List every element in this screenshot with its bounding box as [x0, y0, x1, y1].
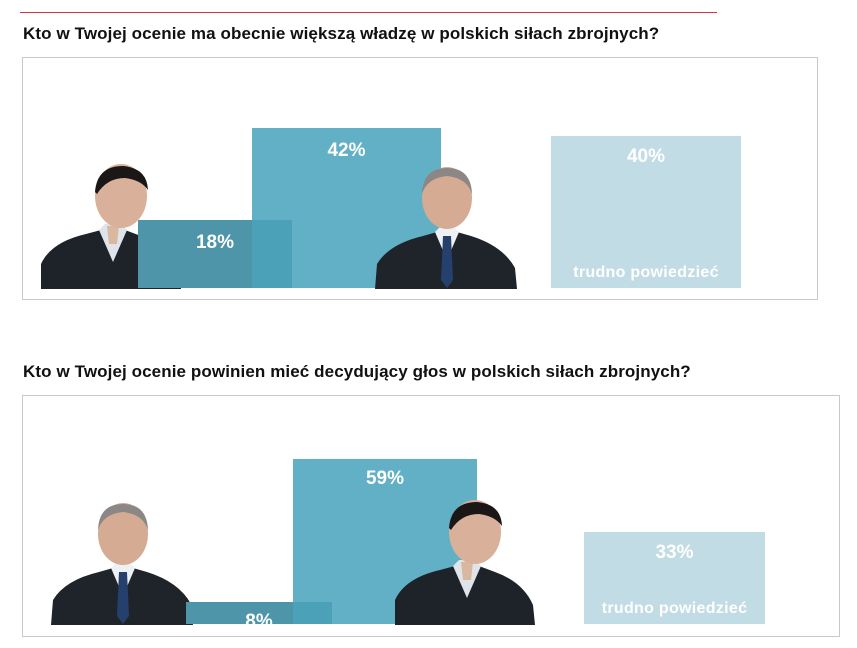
portrait-older-man-icon — [51, 500, 196, 625]
chart-2-bar-1-value: 59% — [365, 468, 405, 489]
portrait-young-man-icon — [395, 500, 540, 625]
chart-1-bar-2-value: 40% — [626, 146, 666, 167]
chart-1-panel: 18% 42% 40% trudno powiedzieć — [22, 57, 818, 300]
chart-2-panel: 8% 59% 33% trudno powiedzieć — [22, 395, 840, 637]
chart-2-bar-undecided: 33% trudno powiedzieć — [584, 532, 765, 624]
question-2-title: Kto w Twojej ocenie powinien mieć decydu… — [23, 362, 691, 381]
chart-1-undecided-label: trudno powiedzieć — [573, 264, 719, 281]
chart-1-bar-1-value: 42% — [327, 140, 366, 161]
chart-2-bar-0-value: 8% — [245, 611, 273, 632]
chart-1-bar-undecided: 40% trudno powiedzieć — [551, 136, 741, 288]
question-1-title: Kto w Twojej ocenie ma obecnie większą w… — [23, 24, 660, 43]
chart-1-bar-overlap — [252, 220, 292, 288]
chart-1-bar-0-value: 18% — [195, 232, 235, 253]
top-accent-rule — [20, 12, 717, 13]
portrait-older-man-icon — [375, 164, 520, 289]
chart-2-undecided-label: trudno powiedzieć — [601, 600, 748, 617]
chart-2-bar-overlap — [293, 602, 332, 624]
chart-2-bar-2-value: 33% — [655, 542, 694, 563]
